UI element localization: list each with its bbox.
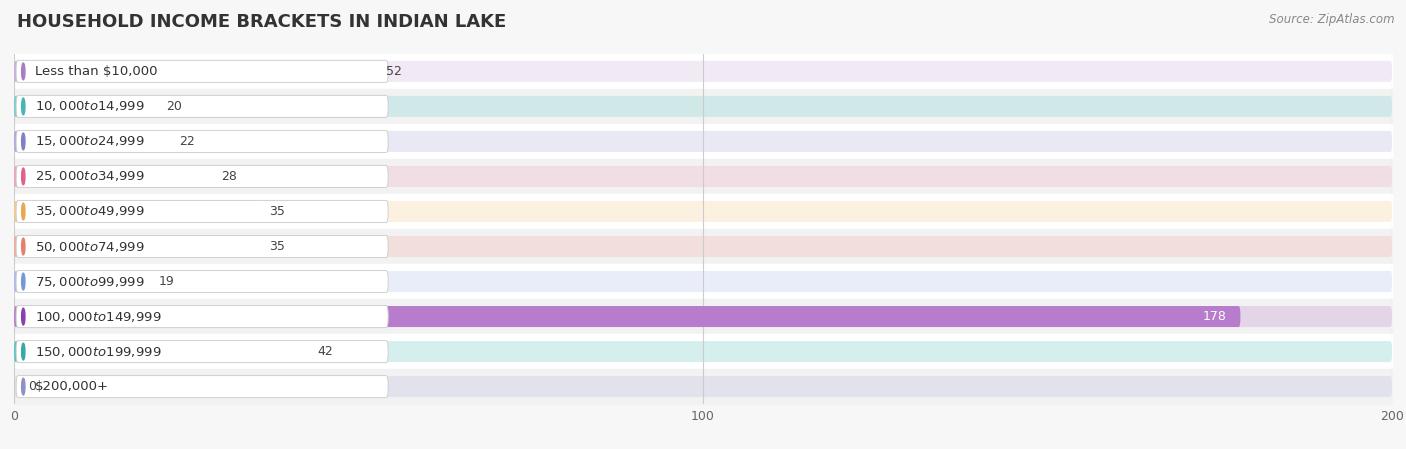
FancyBboxPatch shape bbox=[14, 201, 1392, 222]
Text: $35,000 to $49,999: $35,000 to $49,999 bbox=[35, 204, 145, 219]
FancyBboxPatch shape bbox=[14, 61, 373, 82]
FancyBboxPatch shape bbox=[15, 165, 388, 188]
Circle shape bbox=[21, 273, 25, 290]
FancyBboxPatch shape bbox=[14, 306, 1392, 327]
Circle shape bbox=[21, 98, 25, 115]
Text: $15,000 to $24,999: $15,000 to $24,999 bbox=[35, 134, 145, 149]
Text: Source: ZipAtlas.com: Source: ZipAtlas.com bbox=[1270, 13, 1395, 26]
Bar bbox=[14, 229, 1392, 264]
FancyBboxPatch shape bbox=[14, 131, 166, 152]
FancyBboxPatch shape bbox=[14, 131, 1392, 152]
Bar bbox=[14, 124, 1392, 159]
FancyBboxPatch shape bbox=[14, 271, 145, 292]
Text: $150,000 to $199,999: $150,000 to $199,999 bbox=[35, 344, 162, 359]
Text: 52: 52 bbox=[387, 65, 402, 78]
Circle shape bbox=[21, 343, 25, 360]
Text: $75,000 to $99,999: $75,000 to $99,999 bbox=[35, 274, 145, 289]
FancyBboxPatch shape bbox=[14, 61, 1392, 82]
Bar bbox=[14, 369, 1392, 404]
FancyBboxPatch shape bbox=[15, 340, 388, 363]
Bar bbox=[14, 159, 1392, 194]
FancyBboxPatch shape bbox=[14, 341, 1392, 362]
Circle shape bbox=[21, 238, 25, 255]
Text: $10,000 to $14,999: $10,000 to $14,999 bbox=[35, 99, 145, 114]
FancyBboxPatch shape bbox=[15, 60, 388, 83]
Circle shape bbox=[21, 133, 25, 150]
Text: 20: 20 bbox=[166, 100, 181, 113]
FancyBboxPatch shape bbox=[14, 271, 1392, 292]
Bar bbox=[14, 299, 1392, 334]
FancyBboxPatch shape bbox=[15, 95, 388, 118]
Text: 35: 35 bbox=[269, 240, 285, 253]
FancyBboxPatch shape bbox=[14, 96, 152, 117]
Text: HOUSEHOLD INCOME BRACKETS IN INDIAN LAKE: HOUSEHOLD INCOME BRACKETS IN INDIAN LAKE bbox=[17, 13, 506, 31]
FancyBboxPatch shape bbox=[15, 375, 388, 398]
Text: 22: 22 bbox=[180, 135, 195, 148]
FancyBboxPatch shape bbox=[15, 130, 388, 153]
FancyBboxPatch shape bbox=[14, 96, 1392, 117]
FancyBboxPatch shape bbox=[15, 235, 388, 258]
Text: $25,000 to $34,999: $25,000 to $34,999 bbox=[35, 169, 145, 184]
Circle shape bbox=[21, 168, 25, 185]
Bar bbox=[14, 54, 1392, 89]
FancyBboxPatch shape bbox=[14, 166, 207, 187]
Circle shape bbox=[21, 203, 25, 220]
FancyBboxPatch shape bbox=[14, 376, 1392, 397]
Text: 19: 19 bbox=[159, 275, 174, 288]
Bar bbox=[14, 89, 1392, 124]
FancyBboxPatch shape bbox=[14, 341, 304, 362]
FancyBboxPatch shape bbox=[14, 236, 1392, 257]
Text: Less than $10,000: Less than $10,000 bbox=[35, 65, 157, 78]
Text: $200,000+: $200,000+ bbox=[35, 380, 110, 393]
FancyBboxPatch shape bbox=[14, 201, 256, 222]
Text: $100,000 to $149,999: $100,000 to $149,999 bbox=[35, 309, 162, 324]
Text: $50,000 to $74,999: $50,000 to $74,999 bbox=[35, 239, 145, 254]
FancyBboxPatch shape bbox=[14, 166, 1392, 187]
FancyBboxPatch shape bbox=[14, 236, 256, 257]
Text: 0: 0 bbox=[28, 380, 35, 393]
FancyBboxPatch shape bbox=[14, 306, 1240, 327]
FancyBboxPatch shape bbox=[15, 305, 388, 328]
Bar bbox=[14, 264, 1392, 299]
FancyBboxPatch shape bbox=[15, 270, 388, 293]
Text: 42: 42 bbox=[318, 345, 333, 358]
Circle shape bbox=[21, 308, 25, 325]
Circle shape bbox=[21, 63, 25, 80]
Text: 28: 28 bbox=[221, 170, 236, 183]
Text: 178: 178 bbox=[1202, 310, 1226, 323]
FancyBboxPatch shape bbox=[15, 200, 388, 223]
Circle shape bbox=[21, 378, 25, 395]
Bar bbox=[14, 194, 1392, 229]
Bar bbox=[14, 334, 1392, 369]
Text: 35: 35 bbox=[269, 205, 285, 218]
